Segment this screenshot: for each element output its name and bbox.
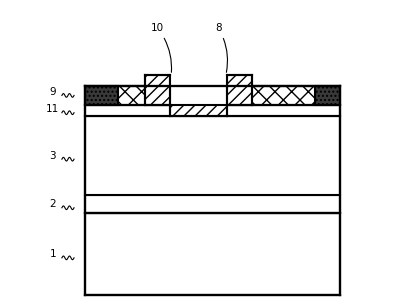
Bar: [170, 86, 227, 116]
Bar: [85, 195, 340, 213]
Bar: [227, 75, 252, 106]
Bar: [170, 75, 227, 86]
Bar: [85, 116, 340, 195]
Text: 10: 10: [151, 23, 171, 72]
Bar: [85, 86, 118, 106]
Text: 2: 2: [50, 199, 56, 209]
Bar: [85, 106, 340, 116]
Text: 1: 1: [50, 249, 56, 259]
Bar: [316, 86, 340, 106]
Text: 3: 3: [50, 151, 56, 160]
Bar: [170, 106, 227, 116]
Bar: [145, 75, 170, 106]
Text: 11: 11: [46, 104, 59, 114]
Bar: [85, 86, 340, 106]
Bar: [85, 213, 340, 295]
Text: 9: 9: [50, 87, 56, 97]
Text: 8: 8: [215, 23, 227, 72]
